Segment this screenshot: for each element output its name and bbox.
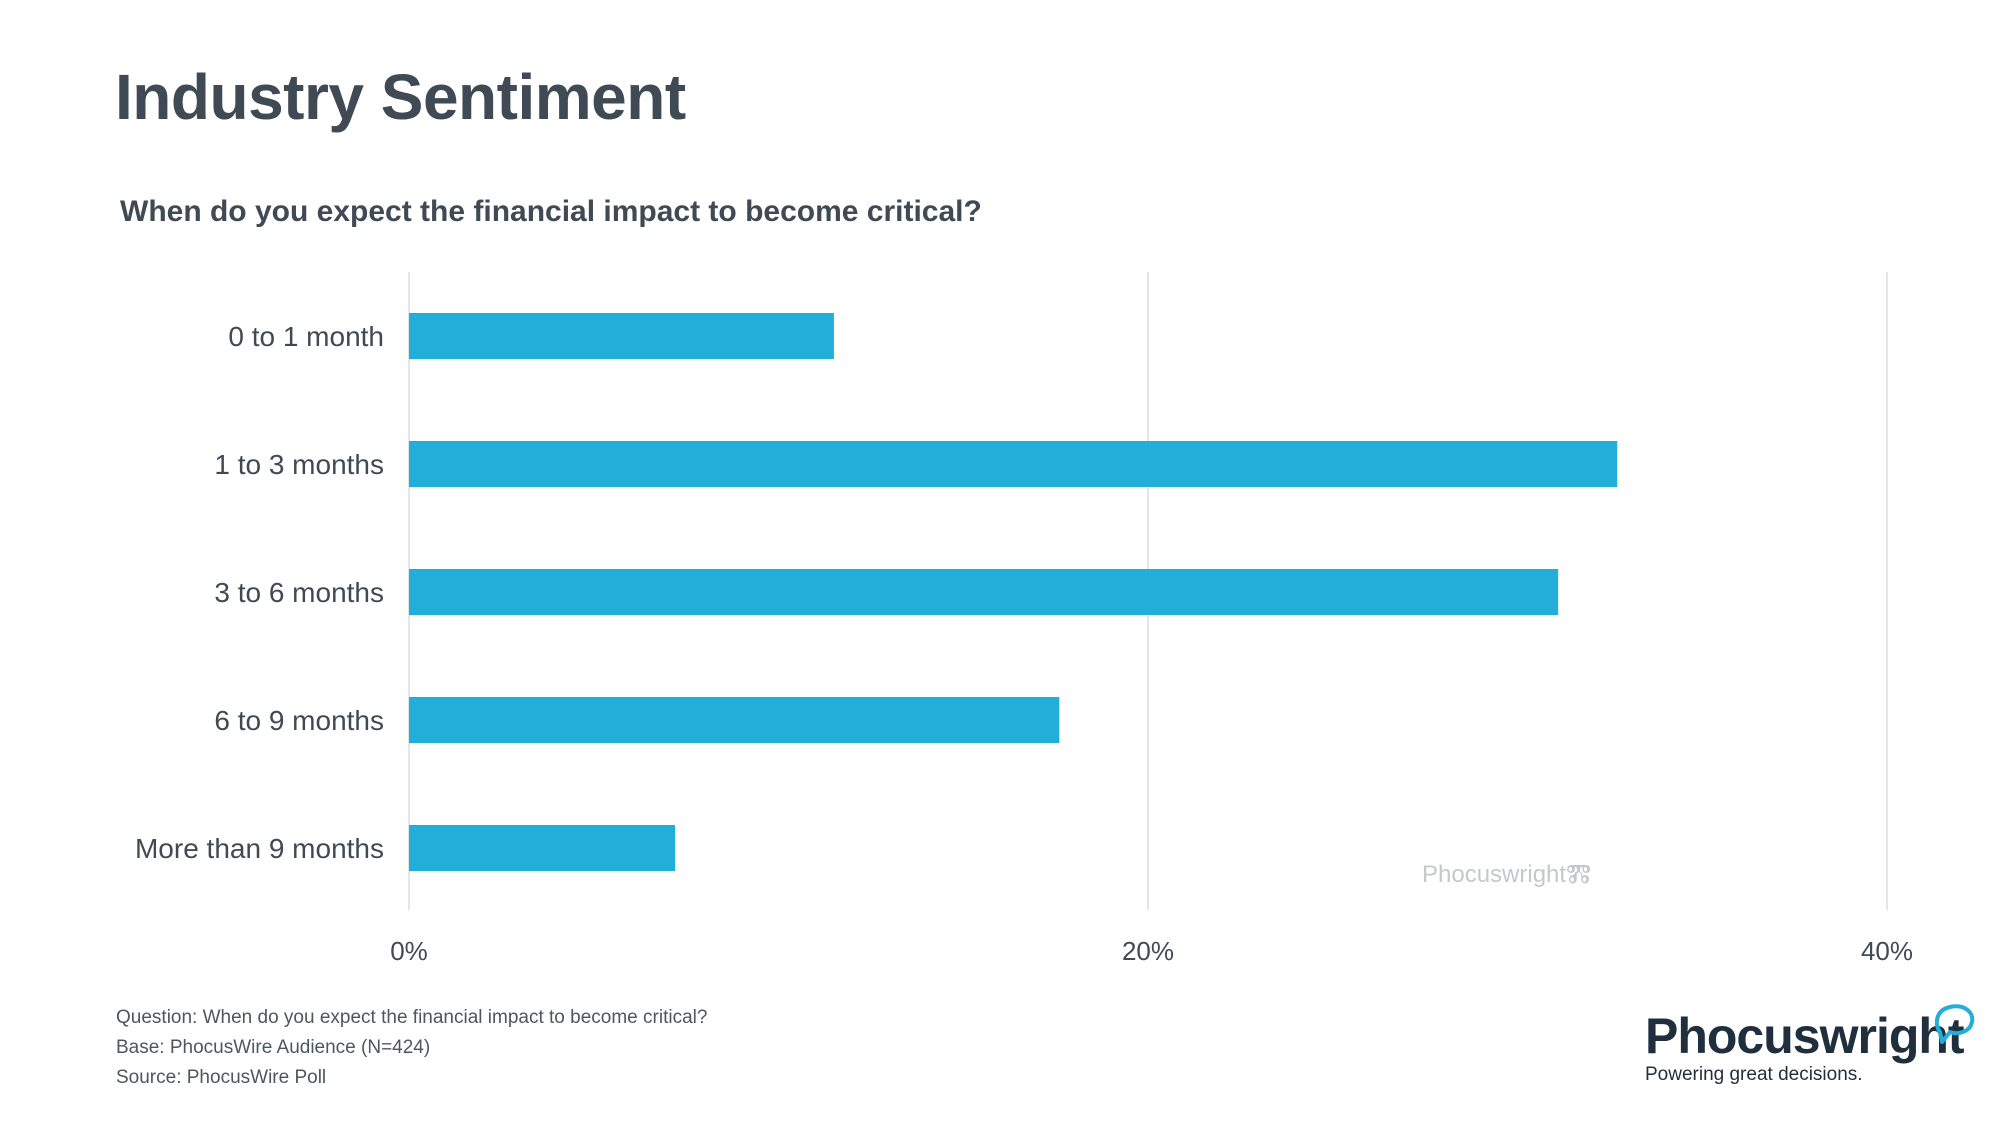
bar [409, 313, 834, 359]
chart-subtitle: When do you expect the financial impact … [120, 195, 982, 228]
category-label: 3 to 6 months [214, 577, 384, 608]
x-tick-label: 0% [390, 936, 428, 966]
chart-watermark: PhocuswrightⰏ [1422, 858, 1591, 890]
footnote-base: Base: PhocusWire Audience (N=424) [116, 1037, 431, 1058]
logo-tagline: Powering great decisions. [1645, 1064, 1863, 1085]
category-label: 6 to 9 months [214, 705, 384, 736]
bar-chart: 0% 20% 40% 0 to 1 month 1 to 3 months 3 to 6 … [135, 272, 1913, 966]
category-label: More than 9 months [135, 833, 384, 864]
speech-bubble-icon: Ⰿ [1566, 858, 1592, 888]
x-tick-label: 40% [1861, 936, 1913, 966]
category-label: 1 to 3 months [214, 449, 384, 480]
footnote-source: Source: PhocusWire Poll [116, 1067, 327, 1088]
watermark-text: Phocuswright [1422, 861, 1567, 888]
page-title: Industry Sentiment [115, 61, 686, 133]
speech-bubble-icon [1934, 1004, 1975, 1044]
category-label: 0 to 1 month [228, 321, 384, 352]
bar [409, 441, 1618, 487]
bar [409, 825, 676, 871]
x-tick-label: 20% [1122, 936, 1174, 966]
bar [409, 697, 1060, 743]
bar [409, 569, 1559, 615]
footnote-question: Question: When do you expect the financi… [116, 1007, 708, 1028]
logo-wordmark: Phocuswright [1645, 1008, 1965, 1064]
brand-logo: Phocuswright Powering great decisions. [1645, 1004, 1975, 1086]
footnotes: Question: When do you expect the financi… [116, 1003, 707, 1093]
